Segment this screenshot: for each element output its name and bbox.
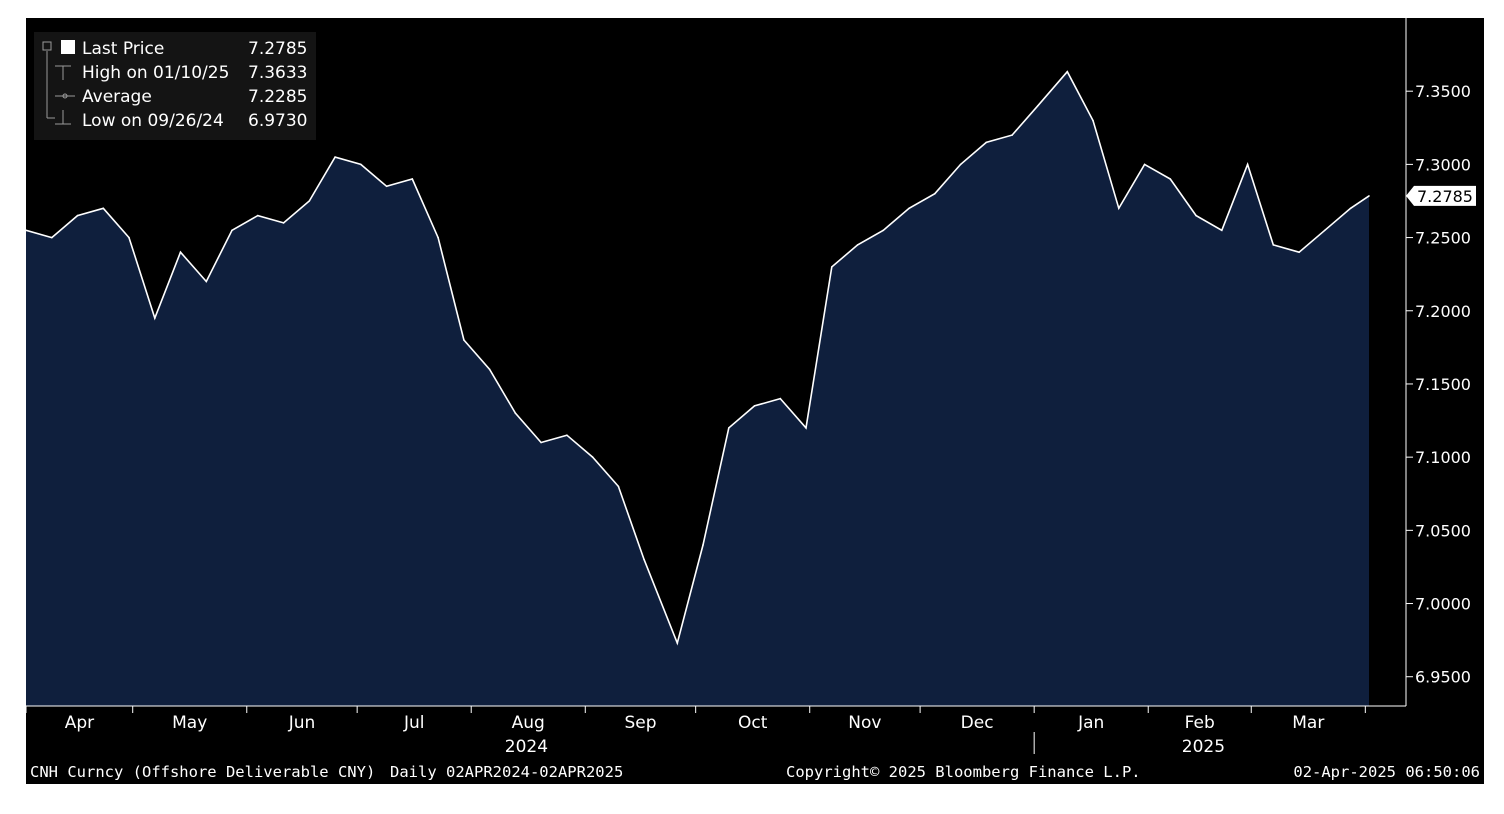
chart-frame: 7.3500 7.3000 7.2500 7.2000 7.1500 7.1000 7.05… <box>26 18 1484 784</box>
last-price-marker-label: 7.2785 <box>1417 187 1473 206</box>
x-month-label: Aug <box>512 713 545 733</box>
x-month-label: Mar <box>1292 713 1324 733</box>
price-point <box>908 207 910 210</box>
last-price-marker <box>1406 185 1476 206</box>
price-point <box>1368 195 1370 197</box>
price-point <box>805 427 807 429</box>
legend-label-last-price: Last Price <box>82 39 164 59</box>
legend-label-average: Average <box>82 87 152 107</box>
price-point <box>934 192 936 195</box>
x-month-label: Nov <box>848 713 881 733</box>
price-point <box>360 163 362 166</box>
legend-value-last-price: 7.2785 <box>248 39 307 59</box>
price-point <box>1298 251 1300 253</box>
price-point <box>385 185 388 188</box>
price-point <box>882 229 885 232</box>
y-tick-label: 7.3500 <box>1415 82 1471 101</box>
price-point <box>205 280 208 283</box>
price-point <box>779 397 782 400</box>
x-month-label: Jan <box>1077 713 1104 733</box>
legend-label-high: High on 01/10/25 <box>82 63 229 83</box>
price-point <box>76 214 79 217</box>
y-tick-label: 7.0000 <box>1415 595 1471 614</box>
x-month-label: Jul <box>403 713 425 733</box>
price-point <box>179 251 182 253</box>
x-year-label-2025: 2025 <box>1182 737 1225 757</box>
price-point <box>128 236 130 239</box>
x-year-label-2024: 2024 <box>505 737 548 757</box>
price-point <box>566 434 568 437</box>
x-month-label: Apr <box>65 713 94 733</box>
legend-label-low: Low on 09/26/24 <box>82 111 224 131</box>
price-point <box>1221 229 1223 232</box>
y-tick-label: 7.3000 <box>1415 155 1471 174</box>
price-point <box>1092 119 1094 122</box>
x-month-label: Sep <box>624 713 656 733</box>
price-point <box>231 229 233 232</box>
price-point <box>1169 178 1172 180</box>
legend-tree-icon <box>42 41 75 125</box>
price-chart: 7.3500 7.3000 7.2500 7.2000 7.1500 7.1000 7.05… <box>26 18 1480 781</box>
price-point <box>540 441 542 444</box>
legend-background <box>34 32 316 140</box>
x-month-label: Oct <box>738 713 768 733</box>
footer-copyright: Copyright© 2025 Bloomberg Finance L.P. <box>786 763 1141 781</box>
price-point <box>643 558 645 561</box>
price-point <box>51 236 53 239</box>
footer: CNH Curncy (Offshore Deliverable CNY) Da… <box>30 763 1480 781</box>
price-point <box>334 156 336 158</box>
price-point <box>308 200 311 202</box>
legend-swatch-last-price <box>61 40 75 54</box>
price-point <box>702 544 704 546</box>
price-point <box>728 427 730 429</box>
x-month-label: May <box>172 713 207 733</box>
price-point <box>591 456 594 458</box>
price-point <box>282 222 285 224</box>
y-tick-label: 7.1500 <box>1415 375 1471 394</box>
legend-value-low: 6.9730 <box>248 111 307 131</box>
price-area <box>26 71 1369 706</box>
price-point <box>154 317 156 319</box>
price-point <box>985 141 988 144</box>
price-point <box>959 163 962 166</box>
x-month-label: Dec <box>961 713 994 733</box>
y-tick-label: 7.2000 <box>1415 302 1471 321</box>
legend-value-average: 7.2285 <box>248 87 307 107</box>
y-tick-label: 7.1000 <box>1415 448 1471 467</box>
price-point <box>257 214 259 217</box>
price-point <box>676 642 679 644</box>
x-month-label: Feb <box>1185 713 1215 733</box>
price-point <box>753 405 756 407</box>
price-point <box>856 244 859 246</box>
price-point <box>514 412 517 415</box>
price-point <box>102 207 105 210</box>
x-month-label: Jun <box>288 713 316 733</box>
price-point <box>463 339 465 341</box>
price-point <box>1324 229 1326 232</box>
price-point <box>411 178 414 180</box>
price-point <box>1037 105 1039 107</box>
price-point <box>437 236 439 239</box>
y-tick-label: 7.2500 <box>1415 229 1471 248</box>
price-point <box>1066 70 1069 73</box>
y-tick-label: 6.9500 <box>1415 668 1471 687</box>
price-point <box>617 485 620 488</box>
price-point <box>1143 163 1146 166</box>
price-point <box>831 266 833 268</box>
y-tick-label: 7.0500 <box>1415 521 1471 540</box>
price-point <box>1118 207 1120 210</box>
price-point <box>26 229 27 232</box>
legend: Last Price 7.2785 High on 01/10/25 7.363… <box>34 32 316 140</box>
price-point <box>488 368 491 371</box>
price-point <box>1272 244 1275 246</box>
footer-timestamp: 02-Apr-2025 06:50:06 <box>1293 763 1480 781</box>
price-point <box>1011 134 1013 136</box>
price-point <box>1195 214 1197 217</box>
price-point <box>1246 163 1249 166</box>
footer-range: Daily 02APR2024-02APR2025 <box>390 763 623 781</box>
footer-security: CNH Curncy (Offshore Deliverable CNY) <box>30 763 375 781</box>
legend-value-high: 7.3633 <box>248 63 307 83</box>
price-point <box>1349 207 1352 210</box>
